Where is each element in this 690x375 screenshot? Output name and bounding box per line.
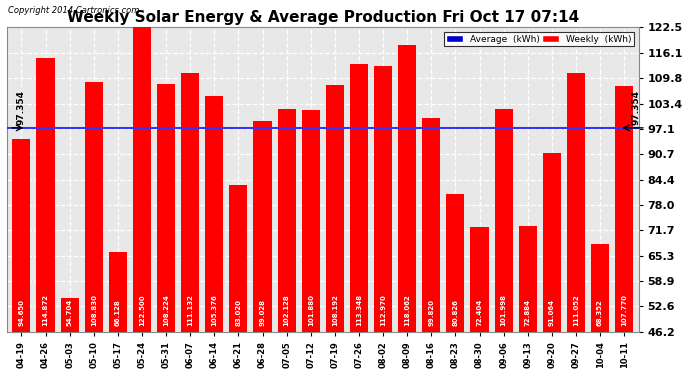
Text: 91.064: 91.064 [549,299,555,326]
Bar [302,110,319,332]
Bar [398,45,416,332]
Legend: Average  (kWh), Weekly  (kWh): Average (kWh), Weekly (kWh) [444,32,634,46]
Text: 107.770: 107.770 [621,294,627,326]
Text: 66.128: 66.128 [115,299,121,326]
Bar [133,27,151,332]
Text: 99.028: 99.028 [259,299,266,326]
Text: 105.376: 105.376 [211,294,217,326]
Bar [543,153,561,332]
Text: 99.820: 99.820 [428,299,434,326]
Bar [61,298,79,332]
Text: 101.998: 101.998 [501,294,506,326]
Text: 83.020: 83.020 [235,299,242,326]
Bar [495,110,513,332]
Bar [277,109,296,332]
Bar [85,82,103,332]
Bar [205,96,224,332]
Text: Copyright 2014 Cartronics.com: Copyright 2014 Cartronics.com [8,6,139,15]
Text: 122.500: 122.500 [139,294,145,326]
Bar [350,64,368,332]
Text: 102.128: 102.128 [284,294,290,326]
Bar [37,58,55,332]
Text: 97.354: 97.354 [17,90,26,124]
Bar [181,73,199,332]
Text: 54.704: 54.704 [67,299,72,326]
Bar [326,85,344,332]
Text: 118.062: 118.062 [404,294,410,326]
Text: 101.880: 101.880 [308,294,314,326]
Bar [567,73,585,332]
Bar [446,194,464,332]
Text: 112.970: 112.970 [380,294,386,326]
Bar [253,121,272,332]
Text: 108.830: 108.830 [91,294,97,326]
Bar [157,84,175,332]
Text: 111.132: 111.132 [187,294,193,326]
Bar [229,185,248,332]
Text: 108.192: 108.192 [332,294,338,326]
Bar [471,228,489,332]
Bar [615,86,633,332]
Text: 97.354: 97.354 [632,90,641,124]
Title: Weekly Solar Energy & Average Production Fri Oct 17 07:14: Weekly Solar Energy & Average Production… [67,10,579,25]
Text: 94.650: 94.650 [19,299,24,326]
Text: 72.884: 72.884 [524,299,531,326]
Bar [12,139,30,332]
Text: 108.224: 108.224 [163,294,169,326]
Text: 114.872: 114.872 [43,294,48,326]
Text: 111.052: 111.052 [573,294,579,326]
Bar [109,252,127,332]
Text: 80.826: 80.826 [453,299,458,326]
Text: 72.404: 72.404 [477,299,482,326]
Bar [374,66,392,332]
Bar [591,244,609,332]
Bar [519,225,537,332]
Text: 113.348: 113.348 [356,294,362,326]
Text: 68.352: 68.352 [597,299,603,326]
Bar [422,118,440,332]
